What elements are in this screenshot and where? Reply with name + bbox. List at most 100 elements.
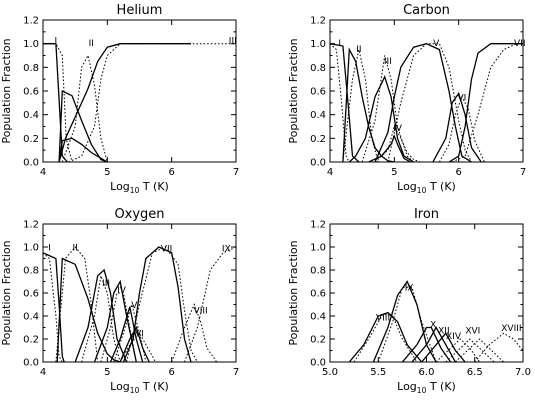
ion-label-iv: IV bbox=[117, 286, 127, 296]
series-dotted-6 bbox=[377, 286, 437, 362]
ion-label-xviii: XVIII bbox=[501, 324, 521, 334]
x-tick-label: 4 bbox=[40, 167, 46, 178]
series-solid-2 bbox=[74, 268, 128, 362]
series-solid-6 bbox=[448, 43, 523, 162]
x-tick-label: 5 bbox=[104, 167, 110, 178]
x-axis-label: Log10 T (K) bbox=[397, 380, 456, 395]
x-tick-label: 6 bbox=[168, 367, 174, 378]
ion-label-vii: VII bbox=[514, 39, 525, 49]
ion-label-iii: III bbox=[384, 57, 392, 67]
series-dotted-8 bbox=[55, 246, 99, 362]
series-solid-3 bbox=[411, 326, 456, 362]
y-tick-label: 0.8 bbox=[310, 266, 326, 277]
ion-label-viii: VIII bbox=[194, 307, 208, 317]
y-tick-label: 1.2 bbox=[23, 220, 39, 231]
series-solid-4 bbox=[109, 306, 144, 362]
ion-label-xiv: XIV bbox=[446, 332, 462, 342]
y-tick-label: 0.6 bbox=[310, 87, 326, 98]
ion-label-ix: IX bbox=[405, 284, 414, 294]
y-tick-label: 1.2 bbox=[310, 16, 326, 27]
y-tick-label: 0.2 bbox=[23, 335, 39, 346]
ion-label-ii: II bbox=[356, 45, 361, 55]
series-solid-2 bbox=[58, 43, 191, 162]
y-tick-label: 0.2 bbox=[310, 335, 326, 346]
x-tick-label: 7 bbox=[233, 167, 239, 178]
series-dotted-9 bbox=[81, 273, 121, 362]
series-dotted-7 bbox=[43, 252, 63, 362]
y-tick-label: 0.2 bbox=[310, 134, 326, 145]
y-axis-label: Population Fraction bbox=[0, 38, 13, 143]
ion-label-ii: II bbox=[89, 39, 94, 49]
y-tick-label: 0.0 bbox=[310, 358, 326, 369]
y-tick-label: 0.4 bbox=[23, 312, 39, 323]
y-tick-label: 1.0 bbox=[310, 39, 326, 50]
x-axis-label: Log10 T (K) bbox=[110, 180, 169, 195]
y-tick-label: 1.0 bbox=[23, 39, 39, 50]
series-dotted-13 bbox=[126, 246, 198, 362]
panel-carbon: Carbon 0.0 0.2 0.4 0.6 0.8 1.0 1.2 4 5 6 7 Populatio… bbox=[287, 3, 526, 195]
y-tick-label: 1.2 bbox=[23, 16, 39, 27]
series-dotted-4 bbox=[43, 43, 73, 162]
y-axis-label: Population Fraction bbox=[287, 38, 300, 143]
ion-label-ix: IX bbox=[222, 245, 231, 255]
y-tick-label: 0.6 bbox=[310, 289, 326, 300]
ion-label-iii: III bbox=[102, 279, 110, 289]
y-tick-label: 1.2 bbox=[310, 220, 326, 231]
ion-label-x: X bbox=[430, 321, 436, 331]
ion-label-i: I bbox=[338, 39, 341, 49]
x-tick-label: 7 bbox=[520, 167, 526, 178]
y-tick-label: 0.0 bbox=[23, 158, 39, 169]
ion-label-ii: II bbox=[73, 243, 78, 253]
ion-label-viii: VIII bbox=[376, 314, 390, 324]
ion-label-vi: VI bbox=[457, 93, 466, 103]
series-dotted-10 bbox=[374, 125, 421, 162]
series-dotted-6 bbox=[68, 43, 236, 162]
y-tick-label: 0.6 bbox=[23, 87, 39, 98]
series-solid-3 bbox=[368, 134, 411, 162]
series-solid-2 bbox=[348, 75, 414, 162]
series-solid-0 bbox=[43, 252, 65, 362]
x-tick-label: 4 bbox=[327, 167, 333, 178]
series-dotted-11 bbox=[387, 43, 472, 162]
y-axis-label: Population Fraction bbox=[287, 240, 300, 345]
series-solid-4 bbox=[421, 332, 466, 362]
series-dotted-10 bbox=[100, 292, 137, 362]
ion-label-iv: IV bbox=[393, 124, 403, 134]
series-dotted-15 bbox=[184, 246, 236, 362]
x-tick-label: 6.5 bbox=[467, 367, 483, 378]
x-tick-label: 5.0 bbox=[322, 367, 338, 378]
series-dotted-5 bbox=[61, 54, 108, 162]
series-dotted-12 bbox=[438, 95, 485, 162]
panel-title: Carbon bbox=[403, 3, 450, 18]
y-tick-label: 1.0 bbox=[23, 243, 39, 254]
panel-helium: Helium 0.0 0.2 0.4 0.6 0.8 1.0 1.2 4 5 6 7 Populatio… bbox=[0, 3, 239, 195]
x-axis-label: Log10 T (K) bbox=[397, 180, 456, 195]
y-axis-label: Population Fraction bbox=[0, 240, 13, 345]
x-tick-label: 5.5 bbox=[370, 367, 386, 378]
x-tick-label: 6 bbox=[455, 167, 461, 178]
panel-title: Helium bbox=[117, 3, 163, 18]
y-tick-label: 0.8 bbox=[310, 63, 326, 74]
ion-label-vi: VI bbox=[135, 330, 144, 340]
series-dotted-5 bbox=[353, 313, 418, 362]
series-solid-0 bbox=[348, 311, 423, 362]
y-tick-label: 0.4 bbox=[23, 110, 39, 121]
y-tick-label: 0.0 bbox=[23, 358, 39, 369]
x-tick-label: 5 bbox=[391, 167, 397, 178]
series-solid-2 bbox=[401, 326, 452, 362]
ion-label-i: I bbox=[55, 37, 58, 47]
y-tick-label: 0.2 bbox=[23, 134, 39, 145]
series-dotted-12 bbox=[119, 332, 157, 362]
x-tick-label: 4 bbox=[40, 367, 46, 378]
panel-title: Oxygen bbox=[114, 207, 164, 222]
panel-oxygen: Oxygen 0.0 0.2 0.4 0.6 0.8 1.0 1.2 4 5 6 7 Populatio… bbox=[0, 207, 239, 395]
y-tick-label: 0.4 bbox=[310, 110, 326, 121]
series-dotted-7 bbox=[435, 338, 481, 362]
series-solid-0 bbox=[330, 43, 360, 162]
series-solid-5 bbox=[119, 325, 150, 362]
y-tick-label: 0.8 bbox=[23, 63, 39, 74]
ion-label-xvi: XVI bbox=[465, 326, 480, 336]
series-dotted-9 bbox=[361, 55, 414, 162]
y-tick-label: 0.6 bbox=[23, 289, 39, 300]
